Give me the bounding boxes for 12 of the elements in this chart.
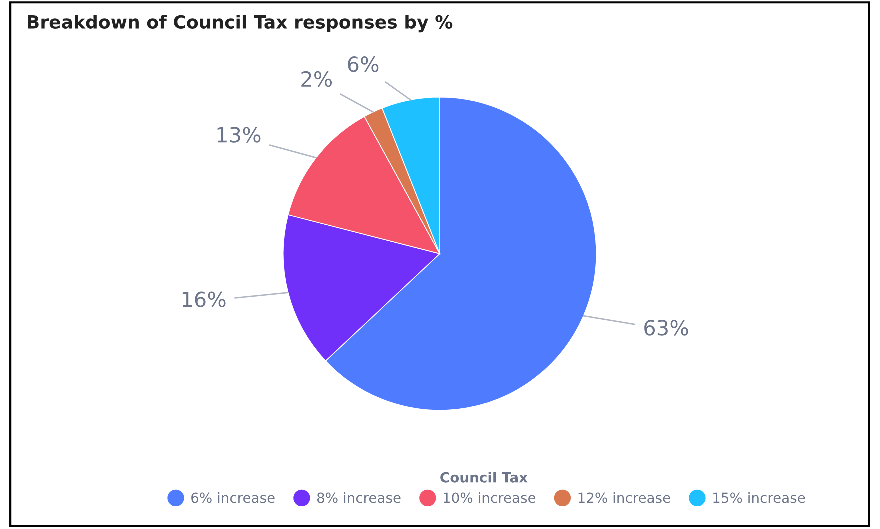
legend-label: 8% increase — [317, 492, 401, 504]
legend-label: 6% increase — [192, 492, 275, 504]
legend-label: 10% increase — [444, 492, 536, 504]
chart-title: Breakdown of Council Tax responses by % — [28, 14, 453, 33]
data-label: 16% — [182, 292, 226, 308]
legend-label: 15% increase — [714, 492, 806, 504]
data-label: 13% — [218, 127, 261, 143]
data-label: 2% — [302, 71, 332, 88]
legend-label: 12% increase — [578, 492, 670, 504]
data-label: 6% — [348, 56, 379, 72]
legend-title: Council Tax — [440, 472, 528, 483]
data-label: 63% — [644, 320, 688, 336]
